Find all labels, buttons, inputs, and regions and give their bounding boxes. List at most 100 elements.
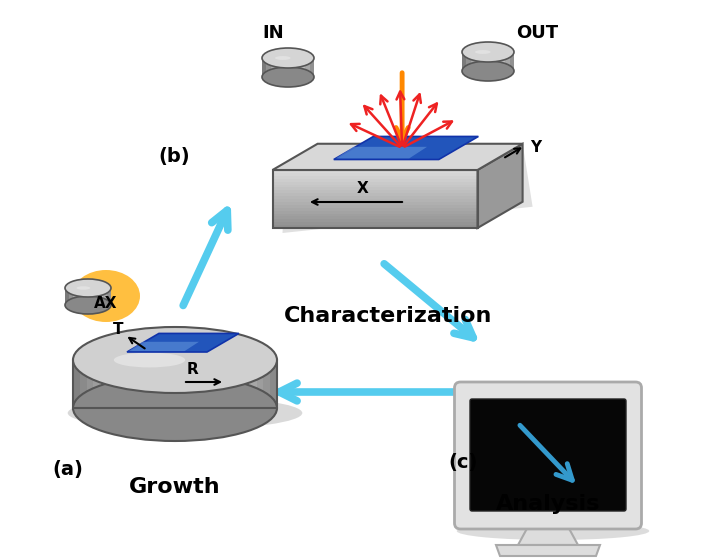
Polygon shape bbox=[501, 52, 505, 71]
Polygon shape bbox=[250, 360, 256, 408]
Polygon shape bbox=[202, 360, 209, 408]
Polygon shape bbox=[100, 360, 107, 408]
Polygon shape bbox=[480, 52, 484, 71]
Ellipse shape bbox=[76, 286, 90, 290]
Ellipse shape bbox=[114, 353, 185, 367]
Polygon shape bbox=[467, 52, 471, 71]
Text: R: R bbox=[187, 362, 199, 377]
Polygon shape bbox=[175, 360, 182, 408]
Ellipse shape bbox=[72, 270, 140, 322]
Polygon shape bbox=[272, 222, 477, 225]
Polygon shape bbox=[266, 58, 271, 77]
Polygon shape bbox=[216, 360, 222, 408]
Polygon shape bbox=[230, 360, 236, 408]
Polygon shape bbox=[272, 199, 477, 202]
Polygon shape bbox=[127, 333, 239, 352]
Polygon shape bbox=[94, 360, 100, 408]
Polygon shape bbox=[80, 360, 86, 408]
Polygon shape bbox=[305, 58, 310, 77]
Polygon shape bbox=[288, 58, 292, 77]
Polygon shape bbox=[99, 288, 104, 305]
Polygon shape bbox=[264, 360, 270, 408]
Polygon shape bbox=[471, 52, 475, 71]
Text: Characterization: Characterization bbox=[284, 306, 492, 326]
Polygon shape bbox=[336, 147, 427, 158]
Text: Growth: Growth bbox=[129, 477, 221, 497]
Polygon shape bbox=[272, 176, 477, 179]
Text: IN: IN bbox=[262, 24, 284, 42]
Polygon shape bbox=[243, 360, 250, 408]
Ellipse shape bbox=[73, 375, 277, 441]
Polygon shape bbox=[168, 360, 175, 408]
Polygon shape bbox=[292, 58, 297, 77]
Polygon shape bbox=[477, 144, 523, 228]
Polygon shape bbox=[65, 288, 69, 305]
Polygon shape bbox=[84, 288, 88, 305]
Polygon shape bbox=[86, 360, 94, 408]
Polygon shape bbox=[272, 184, 477, 188]
Ellipse shape bbox=[262, 67, 314, 87]
Polygon shape bbox=[334, 137, 478, 160]
FancyBboxPatch shape bbox=[454, 382, 642, 529]
Polygon shape bbox=[127, 360, 134, 408]
Polygon shape bbox=[155, 360, 161, 408]
Polygon shape bbox=[272, 193, 477, 196]
Polygon shape bbox=[104, 288, 107, 305]
Polygon shape bbox=[73, 360, 80, 408]
Text: (c): (c) bbox=[448, 453, 477, 472]
Polygon shape bbox=[236, 360, 243, 408]
Polygon shape bbox=[195, 360, 202, 408]
Polygon shape bbox=[272, 190, 477, 193]
Polygon shape bbox=[301, 58, 305, 77]
Polygon shape bbox=[222, 360, 230, 408]
Polygon shape bbox=[284, 58, 288, 77]
Polygon shape bbox=[497, 52, 501, 71]
Ellipse shape bbox=[475, 50, 490, 54]
Ellipse shape bbox=[262, 48, 314, 68]
Polygon shape bbox=[272, 225, 477, 228]
Text: X: X bbox=[357, 181, 369, 196]
Polygon shape bbox=[505, 52, 510, 71]
Polygon shape bbox=[182, 360, 189, 408]
Text: Y: Y bbox=[531, 140, 541, 155]
Ellipse shape bbox=[462, 42, 514, 62]
Polygon shape bbox=[496, 545, 600, 556]
Ellipse shape bbox=[456, 522, 649, 540]
Polygon shape bbox=[475, 52, 480, 71]
Polygon shape bbox=[81, 288, 84, 305]
Polygon shape bbox=[272, 144, 523, 170]
Polygon shape bbox=[161, 360, 168, 408]
Polygon shape bbox=[148, 360, 155, 408]
Polygon shape bbox=[69, 288, 73, 305]
Polygon shape bbox=[488, 52, 492, 71]
Polygon shape bbox=[310, 58, 314, 77]
Text: (b): (b) bbox=[158, 147, 189, 166]
Text: AX: AX bbox=[94, 296, 118, 311]
Polygon shape bbox=[107, 288, 111, 305]
Polygon shape bbox=[134, 360, 141, 408]
Polygon shape bbox=[76, 288, 81, 305]
Polygon shape bbox=[262, 58, 266, 77]
Ellipse shape bbox=[275, 56, 291, 60]
Text: Analysis: Analysis bbox=[496, 494, 600, 514]
Polygon shape bbox=[510, 52, 514, 71]
Polygon shape bbox=[129, 342, 199, 351]
Polygon shape bbox=[189, 360, 195, 408]
Polygon shape bbox=[272, 208, 477, 211]
Polygon shape bbox=[272, 213, 477, 216]
Polygon shape bbox=[272, 173, 477, 176]
Polygon shape bbox=[279, 58, 284, 77]
Polygon shape bbox=[73, 288, 76, 305]
Polygon shape bbox=[209, 360, 216, 408]
Text: T: T bbox=[113, 322, 124, 337]
Polygon shape bbox=[141, 360, 148, 408]
Polygon shape bbox=[272, 205, 477, 208]
FancyBboxPatch shape bbox=[470, 399, 626, 511]
Polygon shape bbox=[272, 216, 477, 220]
Polygon shape bbox=[96, 288, 99, 305]
Ellipse shape bbox=[462, 61, 514, 81]
Polygon shape bbox=[114, 360, 121, 408]
Polygon shape bbox=[272, 220, 477, 222]
Ellipse shape bbox=[65, 296, 111, 314]
Polygon shape bbox=[256, 360, 264, 408]
